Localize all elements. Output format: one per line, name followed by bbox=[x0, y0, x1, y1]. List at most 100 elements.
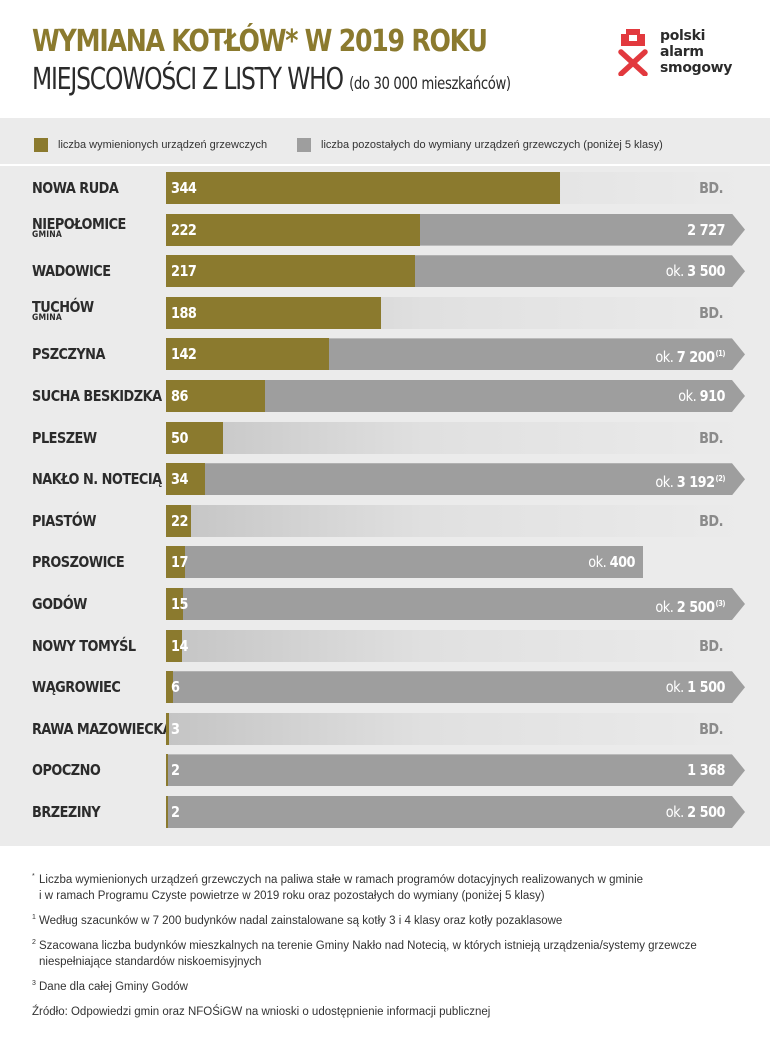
subtitle-main: MIEJSCOWOŚCI Z LISTY WHO bbox=[32, 62, 344, 97]
replaced-value: 2 bbox=[171, 761, 180, 780]
chart-subtitle: MIEJSCOWOŚCI Z LISTY WHO (do 30 000 mies… bbox=[32, 62, 511, 97]
remaining-prefix: ok. bbox=[665, 262, 684, 281]
replaced-bar bbox=[166, 463, 205, 496]
header: WYMIANA KOTŁÓW* W 2019 ROKU MIEJSCOWOŚCI… bbox=[0, 0, 770, 118]
replaced-bar bbox=[166, 712, 170, 745]
no-data-bar bbox=[166, 504, 742, 537]
row-label: WADOWICE bbox=[32, 262, 162, 280]
footnote-mark: * bbox=[32, 873, 35, 880]
row-name: GODÓW bbox=[32, 595, 87, 613]
panel-divider bbox=[0, 164, 770, 166]
footnote-3: 3 Dane dla całej Gminy Godów bbox=[32, 979, 752, 995]
row-name: WADOWICE bbox=[32, 262, 111, 281]
footnote-1: 1 Według szacunków w 7 200 budynków nada… bbox=[32, 913, 752, 929]
replaced-value: 188 bbox=[171, 303, 197, 322]
row-label: NAKŁO N. NOTECIĄ bbox=[32, 470, 162, 488]
row-name: NOWY TOMYŚL bbox=[32, 636, 136, 655]
footnote-ref: (2) bbox=[715, 474, 725, 484]
replaced-bar bbox=[166, 338, 329, 371]
remaining-prefix: ok. bbox=[665, 678, 684, 697]
source-note: Źródło: Odpowiedzi gmin oraz NFOŚiGW na … bbox=[32, 1006, 491, 1018]
row-name: NOWA RUDA bbox=[32, 179, 119, 197]
chart-title: WYMIANA KOTŁÓW* W 2019 ROKU bbox=[32, 24, 488, 59]
remaining-value: BD. bbox=[699, 428, 723, 447]
remaining-value: BD. bbox=[699, 511, 723, 530]
row-label: NOWY TOMYŚL bbox=[32, 637, 162, 655]
legend-item-remaining: liczba pozostałych do wymiany urządzeń g… bbox=[297, 137, 663, 153]
row-name: PROSZOWICE bbox=[32, 553, 125, 572]
remaining-prefix: ok. bbox=[655, 348, 674, 367]
row-label: PIASTÓW bbox=[32, 512, 162, 530]
legend-swatch-replaced bbox=[34, 138, 48, 152]
row-name: SUCHA BESKIDZKA bbox=[32, 387, 162, 405]
replaced-value: 217 bbox=[171, 262, 197, 281]
remaining-number: 2 727 bbox=[687, 220, 725, 239]
replaced-bar bbox=[166, 255, 415, 288]
replaced-value: 142 bbox=[171, 345, 197, 364]
row-name: OPOCZNO bbox=[32, 761, 101, 780]
logo-line: smogowy bbox=[660, 60, 733, 76]
remaining-bar bbox=[166, 796, 745, 828]
replaced-bar bbox=[166, 213, 421, 246]
replaced-bar bbox=[166, 588, 184, 620]
footnote-ref: (1) bbox=[715, 349, 725, 359]
row-name: WĄGROWIEC bbox=[32, 678, 121, 697]
row-sublabel: GMINA bbox=[32, 312, 62, 323]
footnote-text: niespełniające standardów niskoemisyjnyc… bbox=[39, 956, 262, 968]
remaining-value: BD. bbox=[699, 179, 723, 197]
replaced-value: 344 bbox=[171, 179, 197, 197]
replaced-bar bbox=[166, 172, 560, 204]
replaced-bar bbox=[166, 629, 183, 662]
replaced-value: 6 bbox=[171, 678, 180, 697]
remaining-bar bbox=[166, 463, 745, 495]
logo-text: polski alarm smogowy bbox=[660, 28, 760, 76]
remaining-value: ok. 2 500(3) bbox=[553, 588, 725, 620]
remaining-number: 400 bbox=[609, 553, 636, 572]
replaced-bar bbox=[166, 754, 169, 787]
remaining-bar bbox=[166, 754, 745, 786]
legend-label-replaced: liczba wymienionych urządzeń grzewczych bbox=[58, 139, 268, 151]
remaining-bar bbox=[166, 546, 643, 579]
replaced-value: 3 bbox=[171, 719, 180, 738]
replaced-bar bbox=[166, 421, 224, 454]
replaced-value: 17 bbox=[171, 553, 188, 572]
row-label: PSZCZYNA bbox=[32, 345, 162, 363]
row-name: RAWA MAZOWIECKA bbox=[32, 719, 173, 738]
no-data-bar bbox=[166, 712, 742, 745]
remaining-value: ok. 3 500 bbox=[553, 255, 726, 287]
replaced-bar bbox=[166, 546, 186, 579]
remaining-prefix: ok. bbox=[655, 473, 674, 492]
remaining-value: ok. 3 192(2) bbox=[553, 463, 725, 495]
replaced-value: 222 bbox=[171, 220, 197, 239]
row-name: NIEPOŁOMICE bbox=[32, 214, 126, 233]
remaining-number: 2 500 bbox=[687, 803, 725, 821]
legend-swatch-remaining bbox=[297, 138, 311, 152]
remaining-number: 2 500 bbox=[676, 598, 715, 616]
replaced-bar bbox=[166, 296, 382, 329]
remaining-value: ok. 400 bbox=[463, 546, 635, 578]
legend-item-replaced: liczba wymienionych urządzeń grzewczych bbox=[34, 137, 267, 153]
remaining-prefix: ok. bbox=[588, 553, 607, 572]
row-name: NAKŁO N. NOTECIĄ bbox=[32, 470, 162, 489]
replaced-value: 50 bbox=[171, 428, 188, 447]
row-label: OPOCZNO bbox=[32, 761, 162, 779]
row-label: WĄGROWIEC bbox=[32, 678, 162, 696]
subtitle-note: (do 30 000 mieszkańców) bbox=[349, 74, 511, 94]
footnote-text: i w ramach Programu Czyste powietrze w 2… bbox=[39, 890, 545, 902]
remaining-number: 7 200 bbox=[676, 348, 715, 367]
polski-alarm-smogowy-logo-icon bbox=[618, 29, 648, 76]
logo-line: alarm bbox=[660, 44, 704, 60]
footnote-mark: 2 bbox=[32, 939, 36, 946]
row-label: RAWA MAZOWIECKA bbox=[32, 719, 173, 738]
row-label: SUCHA BESKIDZKA bbox=[32, 387, 162, 405]
row-name: PSZCZYNA bbox=[32, 345, 105, 364]
row-sublabel: GMINA bbox=[32, 229, 62, 240]
remaining-number: 1 500 bbox=[687, 678, 725, 697]
footnote-text: Według szacunków w 7 200 budynków nadal … bbox=[39, 915, 563, 927]
replaced-bar bbox=[166, 504, 192, 537]
row-label: PLESZEW bbox=[32, 429, 162, 447]
row-name: TUCHÓW bbox=[32, 297, 94, 316]
row-name: PIASTÓW bbox=[32, 511, 96, 530]
replaced-value: 34 bbox=[171, 470, 188, 489]
footnote-ref: (3) bbox=[715, 599, 725, 608]
